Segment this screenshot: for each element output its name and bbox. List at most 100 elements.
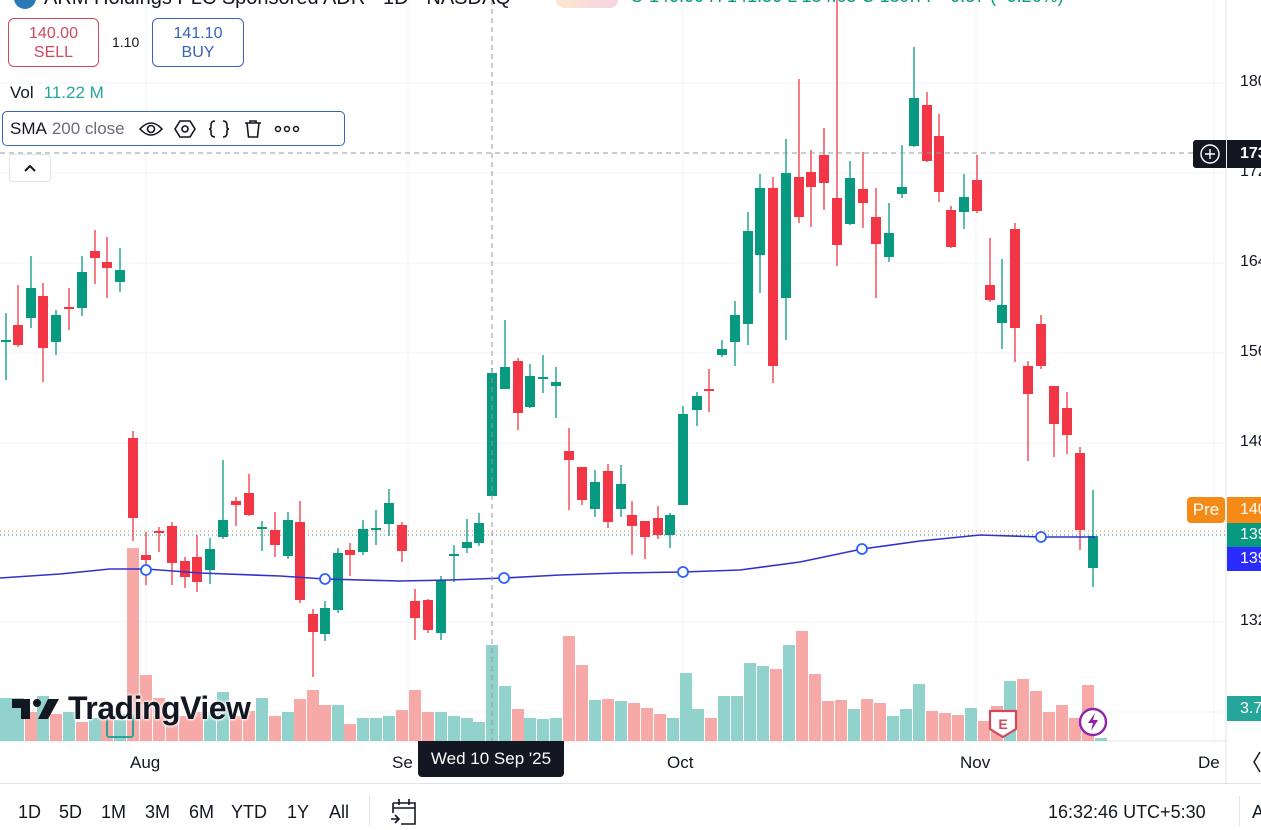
candle xyxy=(538,355,548,393)
scroll-right-icon[interactable] xyxy=(1252,750,1261,774)
volume-bar xyxy=(576,665,588,741)
range-button-5d[interactable]: 5D xyxy=(59,802,83,822)
volume-legend[interactable]: Vol 11.22 M xyxy=(10,83,104,103)
candle xyxy=(295,501,305,603)
price-tick-label: 148 xyxy=(1240,433,1261,450)
candle xyxy=(423,599,433,633)
volume-bar xyxy=(512,709,524,741)
volume-legend-label: Vol xyxy=(10,83,34,102)
title-decoration xyxy=(556,0,618,8)
volume-bar xyxy=(835,700,847,741)
range-button-3m[interactable]: 3M xyxy=(145,802,171,822)
volume-bar xyxy=(654,714,666,741)
candle xyxy=(167,522,177,585)
symbol-title[interactable]: ARM Holdings PLC Sponsored ADR · 1D · NA… xyxy=(0,0,511,10)
range-button-1d[interactable]: 1D xyxy=(18,802,42,822)
candle xyxy=(730,301,740,366)
candle xyxy=(590,470,600,517)
tradingview-logo-text: TradingView xyxy=(68,690,251,726)
timezone-clock[interactable]: 16:32:46 UTC+5:30 xyxy=(1048,802,1206,822)
candle xyxy=(257,521,267,551)
sma-price-tag: 139 xyxy=(1227,547,1261,571)
eye-icon[interactable] xyxy=(137,115,165,143)
volume-bar xyxy=(63,712,75,741)
candle xyxy=(551,367,561,418)
candle xyxy=(462,519,472,553)
chevron-up-icon xyxy=(24,164,36,172)
volume-bar xyxy=(435,712,447,741)
settings-icon[interactable] xyxy=(171,115,199,143)
volume-bar xyxy=(243,711,255,741)
sma-marker xyxy=(319,573,331,585)
volume-bar xyxy=(1030,691,1042,741)
crosshair-price-label: 173 xyxy=(1227,140,1261,168)
volume-bar xyxy=(537,719,549,741)
volume-bar xyxy=(294,699,306,741)
candle xyxy=(474,513,484,546)
flash-event-icon[interactable] xyxy=(1077,706,1109,738)
earnings-marker-icon[interactable]: E xyxy=(988,709,1018,739)
sell-button[interactable]: 140.00 SELL xyxy=(8,18,99,67)
price-tick-label: 180 xyxy=(1240,73,1261,90)
candle xyxy=(832,0,842,266)
volume-bar xyxy=(705,718,717,741)
trash-icon[interactable] xyxy=(239,115,267,143)
sell-label: SELL xyxy=(33,43,74,61)
price-tick-label: 164 xyxy=(1240,253,1261,270)
candle xyxy=(959,174,969,229)
buy-button[interactable]: 141.10 BUY xyxy=(152,18,244,67)
volume-bar xyxy=(191,712,203,741)
spread-value: 1.10 xyxy=(112,34,140,50)
candle xyxy=(946,206,956,248)
add-alert-button[interactable] xyxy=(1193,140,1226,168)
last-price-tag: 139 xyxy=(1227,523,1261,547)
sma-marker xyxy=(1035,531,1047,543)
toolbar-divider xyxy=(369,796,370,826)
volume-bar xyxy=(1043,712,1055,741)
more-icon[interactable] xyxy=(273,115,301,143)
volume-bar xyxy=(978,721,990,741)
candle xyxy=(806,150,816,227)
candle xyxy=(397,522,407,562)
candle xyxy=(972,155,982,213)
candle xyxy=(845,161,855,225)
volume-bar xyxy=(680,673,692,741)
premarket-badge: Pre xyxy=(1187,497,1225,523)
plus-circle-icon xyxy=(1199,144,1220,164)
volume-bar xyxy=(550,718,562,741)
volume-bar xyxy=(0,698,12,741)
collapse-legend-button[interactable] xyxy=(9,154,51,182)
volume-bar xyxy=(783,645,795,741)
candle xyxy=(564,428,574,510)
candle xyxy=(717,340,727,357)
bottom-toolbar xyxy=(0,783,1261,830)
adjust-button[interactable]: A xyxy=(1252,802,1261,822)
sma-params: 200 close xyxy=(51,118,125,138)
range-button-all[interactable]: All xyxy=(329,802,350,822)
candle xyxy=(320,601,330,641)
symbol-title-text: ARM Holdings PLC Sponsored ADR · 1D · NA… xyxy=(44,0,511,10)
candle xyxy=(231,497,241,526)
tradingview-logo[interactable]: TradingView xyxy=(12,690,251,727)
volume-bar xyxy=(1069,718,1081,741)
volume-bar xyxy=(887,716,899,741)
volume-bar xyxy=(217,692,229,741)
go-to-date-icon[interactable] xyxy=(389,797,419,827)
candle xyxy=(51,310,61,355)
dividend-marker-icon[interactable] xyxy=(106,714,134,738)
sma-indicator-legend[interactable]: SMA 200 close xyxy=(2,111,345,146)
price-tick-label: 132 xyxy=(1240,612,1261,629)
volume-bar xyxy=(913,684,925,741)
volume-bar xyxy=(332,705,344,741)
candle xyxy=(665,513,675,548)
range-button-1m[interactable]: 1M xyxy=(101,802,127,822)
volume-bar xyxy=(848,709,860,741)
time-tick-label: De xyxy=(1198,753,1220,772)
range-button-ytd[interactable]: YTD xyxy=(231,802,267,822)
sma-marker xyxy=(498,572,510,584)
range-button-6m[interactable]: 6M xyxy=(189,802,215,822)
source-code-icon[interactable] xyxy=(205,115,233,143)
range-button-1y[interactable]: 1Y xyxy=(287,802,310,822)
candle xyxy=(77,256,87,316)
